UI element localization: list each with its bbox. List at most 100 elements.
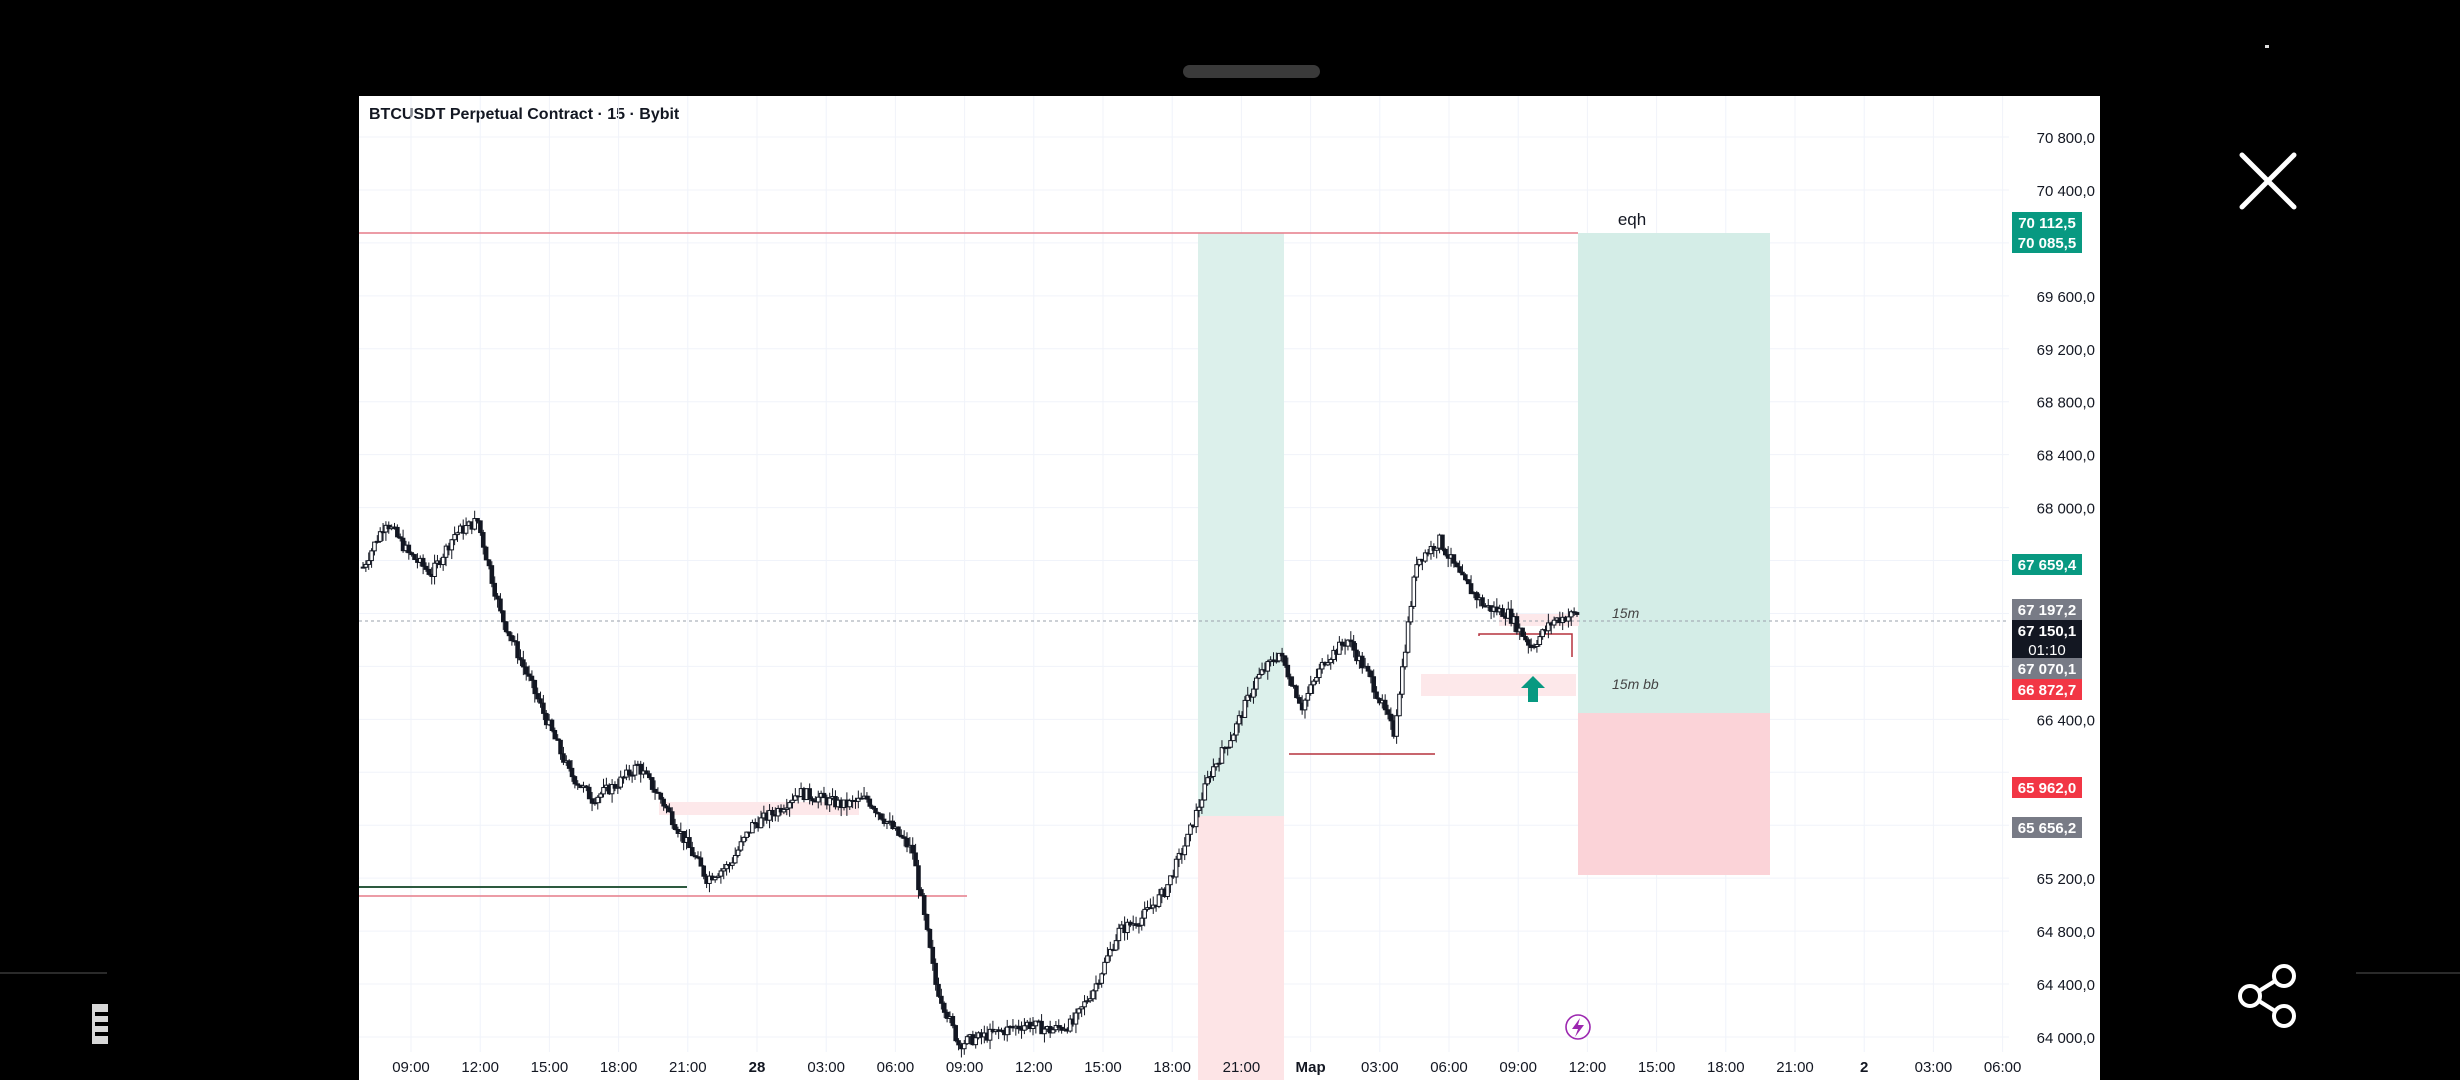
candle-body	[561, 753, 566, 763]
candle-body	[1042, 1028, 1047, 1035]
candle-body	[589, 798, 595, 804]
candle-body	[878, 813, 884, 820]
candle-body	[1531, 646, 1537, 649]
candle-body	[1294, 685, 1299, 699]
candle-body	[498, 598, 503, 612]
candle-body	[1325, 662, 1331, 666]
time-tick-label: 03:00	[1915, 1059, 1953, 1076]
candle-body	[626, 769, 632, 776]
candle-body	[1116, 927, 1122, 942]
candle-body	[790, 799, 795, 804]
candle-body	[455, 532, 460, 536]
candle-body	[366, 560, 372, 565]
candle-body	[535, 693, 540, 700]
candle-body	[924, 913, 930, 930]
candle-body	[1090, 990, 1096, 1000]
candle-body	[810, 798, 815, 802]
candle-body	[609, 784, 615, 795]
candle-body	[529, 675, 535, 681]
share-button[interactable]	[2232, 960, 2304, 1032]
candle-body	[781, 808, 787, 813]
candle-body	[1351, 641, 1356, 651]
candle-body	[1311, 680, 1316, 686]
price-tick-label: 69 200,0	[2037, 342, 2095, 359]
price-tick-label: 68 000,0	[2037, 501, 2095, 518]
price-badge-label: 66 872,7	[2018, 682, 2076, 699]
status-dot	[2265, 45, 2269, 48]
price-badge	[2012, 554, 2082, 575]
candle-body	[489, 565, 495, 584]
candle-body	[1339, 641, 1345, 646]
price-badge-label: 67 150,1	[2018, 623, 2076, 640]
order-block	[1421, 674, 1576, 696]
candle-body	[1076, 1008, 1082, 1014]
candle-body	[732, 854, 738, 864]
candle-body	[478, 520, 483, 534]
time-tick-label: 03:00	[1361, 1059, 1399, 1076]
candle-body	[523, 666, 529, 675]
drag-handle[interactable]	[1183, 65, 1320, 78]
candle-body	[1176, 852, 1182, 860]
stop-zone-left	[1198, 816, 1284, 1080]
candle-body	[1365, 665, 1371, 672]
candle-body	[1337, 641, 1342, 655]
candle-body	[1540, 629, 1545, 638]
price-tick-label: 64 400,0	[2037, 977, 2095, 994]
candle-body	[1368, 670, 1374, 678]
candle-body	[689, 847, 695, 857]
candle-body	[532, 679, 538, 695]
price-tick-label: 65 200,0	[2037, 871, 2095, 888]
candle-body	[1265, 661, 1271, 672]
chart-panel[interactable]: BTCUSDT Perpetual Contract · 15 · Bybit …	[359, 96, 2100, 1080]
candle-body	[864, 795, 870, 800]
candle-body	[615, 786, 621, 789]
close-button[interactable]	[2232, 145, 2304, 217]
price-badge	[2012, 777, 2082, 798]
candle-body	[921, 895, 927, 915]
candle-body	[552, 729, 558, 740]
candle-body	[941, 1002, 947, 1013]
time-tick-label: 21:00	[669, 1059, 707, 1076]
candle-body	[1526, 639, 1531, 646]
time-tick-label: 06:00	[877, 1059, 915, 1076]
candle-body	[770, 809, 775, 816]
candle-body	[584, 785, 589, 788]
candle-body	[543, 712, 549, 726]
candle-body	[572, 776, 578, 785]
candle-body	[658, 792, 664, 800]
time-tick-label: 09:00	[946, 1059, 984, 1076]
price-chart[interactable]: 70 800,0 70 400,0 69 600,0 69 200,0 68 800,0…	[359, 96, 2100, 1080]
candle-body	[452, 534, 457, 541]
candle-body	[1442, 548, 1448, 556]
candle-body	[512, 640, 518, 643]
candle-body	[1259, 669, 1265, 675]
candle-body	[1274, 660, 1279, 663]
candle-body	[1133, 923, 1139, 926]
candle-body	[521, 659, 526, 668]
candle-body	[1411, 576, 1417, 607]
candle-body	[1385, 709, 1391, 715]
target-zone-left	[1198, 233, 1284, 816]
candle-body	[1402, 651, 1408, 668]
candle-body	[1107, 948, 1113, 957]
candle-body	[1480, 597, 1485, 607]
candle-body	[815, 796, 821, 803]
candle-body	[397, 536, 403, 539]
candle-body	[750, 822, 755, 834]
candle-body	[1414, 564, 1419, 578]
candle-body	[930, 946, 936, 964]
candle-body	[1099, 973, 1105, 984]
candle-body	[701, 865, 707, 877]
candle-body	[1400, 666, 1405, 695]
candle-body	[1345, 639, 1351, 647]
annotation-eqh: eqh	[1618, 210, 1646, 229]
document-icon[interactable]	[92, 1004, 108, 1044]
candle-body	[375, 540, 380, 543]
candle-body	[867, 798, 873, 807]
candle-body	[1022, 1025, 1027, 1031]
time-tick-label: 15:00	[1084, 1059, 1122, 1076]
candle-body	[821, 792, 827, 799]
candle-body	[1276, 652, 1282, 662]
lightning-icon[interactable]	[1565, 1014, 1591, 1040]
candle-body	[1328, 658, 1334, 664]
